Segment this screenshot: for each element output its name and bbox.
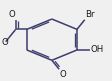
Text: OH: OH — [91, 45, 104, 55]
Text: O: O — [60, 70, 66, 79]
Text: Br: Br — [85, 10, 95, 19]
Text: O: O — [2, 38, 9, 47]
Text: O: O — [8, 10, 15, 19]
